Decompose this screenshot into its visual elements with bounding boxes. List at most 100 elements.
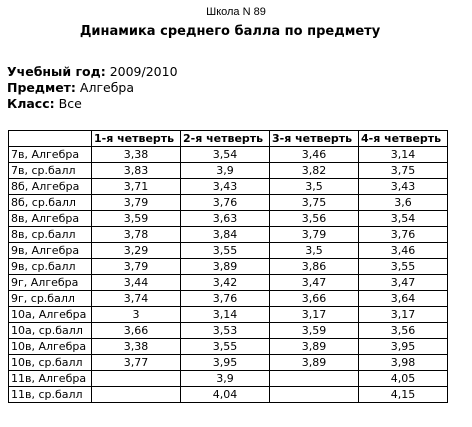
- row-label: 11в, Алгебра: [8, 370, 92, 387]
- meta-year-value: 2009/2010: [109, 64, 178, 79]
- header-quarter-2: 2-я четверть: [180, 130, 270, 147]
- row-label: 7в, ср.балл: [8, 162, 92, 179]
- meta-class-label: Класс:: [7, 96, 55, 111]
- cell-quarter-2: 3,55: [180, 242, 270, 259]
- row-label: 9г, ср.балл: [8, 290, 92, 307]
- row-label: 8б, ср.балл: [8, 194, 92, 211]
- table-row: 9в, ср.балл 3,79 3,89 3,86 3,55: [8, 258, 448, 275]
- cell-quarter-4: 3,98: [358, 354, 448, 371]
- page-title: Динамика среднего балла по предмету: [79, 24, 381, 39]
- header-quarter-4: 4-я четверть: [358, 130, 448, 147]
- cell-quarter-1: 3,38: [91, 146, 181, 163]
- cell-quarter-1: 3,71: [91, 178, 181, 195]
- table-row: 10а, ср.балл 3,66 3,53 3,59 3,56: [8, 322, 448, 339]
- cell-quarter-3: 3,66: [269, 290, 359, 307]
- cell-quarter-2: 3,63: [180, 210, 270, 227]
- row-label: 7в, Алгебра: [8, 146, 92, 163]
- row-label: 10а, ср.балл: [8, 322, 92, 339]
- cell-quarter-1: 3,59: [91, 210, 181, 227]
- cell-quarter-2: 3,53: [180, 322, 270, 339]
- cell-quarter-3: 3,47: [269, 274, 359, 291]
- cell-quarter-3: 3,75: [269, 194, 359, 211]
- cell-quarter-2: 3,95: [180, 354, 270, 371]
- table-row: 7в, Алгебра 3,38 3,54 3,46 3,14: [8, 146, 448, 163]
- cell-quarter-1: 3,44: [91, 274, 181, 291]
- row-label: 9г, Алгебра: [8, 274, 92, 291]
- cell-quarter-4: 3,56: [358, 322, 448, 339]
- cell-quarter-2: 3,89: [180, 258, 270, 275]
- row-label: 8б, Алгебра: [8, 178, 92, 195]
- cell-quarter-4: 3,95: [358, 338, 448, 355]
- cell-quarter-4: 3,75: [358, 162, 448, 179]
- meta-subject: Предмет: Алгебра: [7, 80, 178, 96]
- cell-quarter-3: [269, 386, 359, 403]
- header-corner: [8, 130, 92, 147]
- row-label: 10в, ср.балл: [8, 354, 92, 371]
- cell-quarter-1: 3,38: [91, 338, 181, 355]
- cell-quarter-1: 3: [91, 306, 181, 323]
- row-label: 9в, ср.балл: [8, 258, 92, 275]
- cell-quarter-3: 3,17: [269, 306, 359, 323]
- table-body: 7в, Алгебра 3,38 3,54 3,46 3,14 7в, ср.балл 3,…: [8, 146, 448, 403]
- cell-quarter-3: 3,46: [269, 146, 359, 163]
- cell-quarter-3: [269, 370, 359, 387]
- cell-quarter-4: 3,76: [358, 226, 448, 243]
- cell-quarter-4: 4,15: [358, 386, 448, 403]
- cell-quarter-2: 3,55: [180, 338, 270, 355]
- table-row: 11в, ср.балл 4,04 4,15: [8, 386, 448, 403]
- table-row: 9в, Алгебра 3,29 3,55 3,5 3,46: [8, 242, 448, 259]
- meta-subject-label: Предмет:: [7, 80, 76, 95]
- table-row: 8в, ср.балл 3,78 3,84 3,79 3,76: [8, 226, 448, 243]
- report-meta: Учебный год: 2009/2010 Предмет: Алгебра …: [7, 64, 178, 112]
- meta-class: Класс: Все: [7, 96, 178, 112]
- cell-quarter-1: 3,77: [91, 354, 181, 371]
- grades-table: 1-я четверть 2-я четверть 3-я четверть 4…: [8, 130, 448, 403]
- table-row: 8в, Алгебра 3,59 3,63 3,56 3,54: [8, 210, 448, 227]
- cell-quarter-3: 3,89: [269, 354, 359, 371]
- cell-quarter-2: 3,43: [180, 178, 270, 195]
- meta-subject-value: Алгебра: [79, 80, 135, 95]
- cell-quarter-4: 3,47: [358, 274, 448, 291]
- table-header-row: 1-я четверть 2-я четверть 3-я четверть 4…: [8, 130, 448, 147]
- meta-class-value: Все: [58, 96, 82, 111]
- cell-quarter-1: [91, 370, 181, 387]
- cell-quarter-1: 3,79: [91, 194, 181, 211]
- cell-quarter-1: 3,66: [91, 322, 181, 339]
- cell-quarter-2: 3,76: [180, 290, 270, 307]
- cell-quarter-4: 3,6: [358, 194, 448, 211]
- row-label: 8в, Алгебра: [8, 210, 92, 227]
- row-label: 11в, ср.балл: [8, 386, 92, 403]
- row-label: 10в, Алгебра: [8, 338, 92, 355]
- header-quarter-1: 1-я четверть: [91, 130, 181, 147]
- cell-quarter-4: 3,43: [358, 178, 448, 195]
- table-row: 9г, Алгебра 3,44 3,42 3,47 3,47: [8, 274, 448, 291]
- cell-quarter-2: 3,54: [180, 146, 270, 163]
- cell-quarter-1: 3,74: [91, 290, 181, 307]
- cell-quarter-1: 3,79: [91, 258, 181, 275]
- cell-quarter-4: 3,54: [358, 210, 448, 227]
- cell-quarter-2: 3,14: [180, 306, 270, 323]
- cell-quarter-4: 3,17: [358, 306, 448, 323]
- row-label: 9в, Алгебра: [8, 242, 92, 259]
- cell-quarter-3: 3,5: [269, 242, 359, 259]
- cell-quarter-3: 3,5: [269, 178, 359, 195]
- cell-quarter-3: 3,82: [269, 162, 359, 179]
- cell-quarter-4: 3,14: [358, 146, 448, 163]
- cell-quarter-3: 3,89: [269, 338, 359, 355]
- cell-quarter-2: 3,9: [180, 370, 270, 387]
- table-row: 9г, ср.балл 3,74 3,76 3,66 3,64: [8, 290, 448, 307]
- cell-quarter-1: 3,78: [91, 226, 181, 243]
- meta-year: Учебный год: 2009/2010: [7, 64, 178, 80]
- cell-quarter-2: 3,9: [180, 162, 270, 179]
- table-row: 8б, Алгебра 3,71 3,43 3,5 3,43: [8, 178, 448, 195]
- cell-quarter-2: 3,84: [180, 226, 270, 243]
- cell-quarter-3: 3,59: [269, 322, 359, 339]
- cell-quarter-4: 3,64: [358, 290, 448, 307]
- row-label: 8в, ср.балл: [8, 226, 92, 243]
- cell-quarter-1: 3,29: [91, 242, 181, 259]
- table-row: 10в, ср.балл 3,77 3,95 3,89 3,98: [8, 354, 448, 371]
- cell-quarter-3: 3,86: [269, 258, 359, 275]
- table-row: 7в, ср.балл 3,83 3,9 3,82 3,75: [8, 162, 448, 179]
- table-row: 8б, ср.балл 3,79 3,76 3,75 3,6: [8, 194, 448, 211]
- cell-quarter-3: 3,79: [269, 226, 359, 243]
